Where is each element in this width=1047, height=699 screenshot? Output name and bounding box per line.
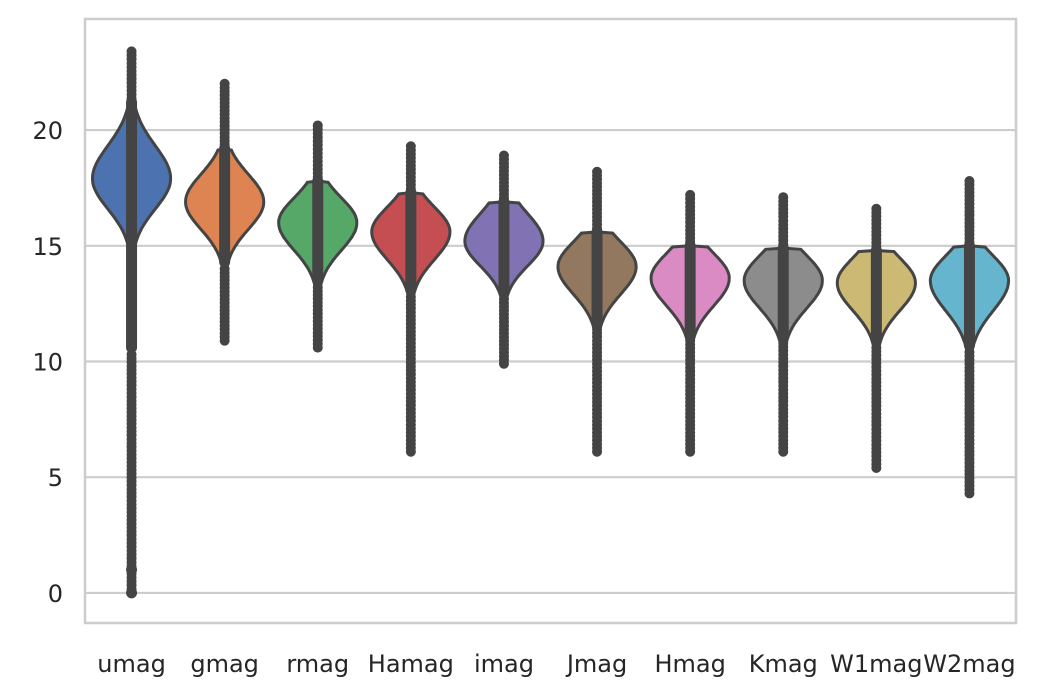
x-tick-label: Hmag bbox=[654, 650, 725, 678]
violin-point bbox=[312, 120, 323, 131]
y-tick-label: 5 bbox=[48, 464, 63, 492]
violin-point bbox=[778, 337, 789, 348]
x-tick-label: imag bbox=[474, 650, 534, 678]
violin-point bbox=[685, 189, 696, 200]
violins bbox=[90, 46, 1011, 599]
violin-point bbox=[498, 150, 509, 161]
violin-Hamag bbox=[370, 141, 452, 457]
violin-point bbox=[312, 282, 323, 293]
plot-frame bbox=[83, 17, 1018, 625]
violin-point bbox=[871, 203, 882, 214]
x-axis-ticks: umag gmag rmag Hamag imag Jmag Hmag Kmag W1mag W2… bbox=[97, 650, 1015, 678]
violin-Kmag bbox=[742, 192, 824, 457]
violin-point bbox=[405, 291, 416, 302]
gridlines bbox=[85, 128, 1016, 595]
violin-point bbox=[219, 263, 230, 274]
violin-point bbox=[778, 192, 789, 203]
violin-Hmag bbox=[649, 189, 731, 457]
violin-point bbox=[592, 324, 603, 335]
x-tick-label: W2mag bbox=[923, 650, 1015, 678]
violin-W2mag bbox=[928, 175, 1011, 499]
x-tick-label: W1mag bbox=[830, 650, 922, 678]
y-tick-label: 0 bbox=[48, 580, 63, 608]
violin-point bbox=[405, 141, 416, 152]
x-tick-label: Hamag bbox=[368, 650, 454, 678]
y-tick-label: 20 bbox=[32, 117, 63, 145]
x-tick-label: rmag bbox=[286, 650, 349, 678]
violin-point bbox=[126, 46, 137, 57]
violin-point bbox=[871, 342, 882, 353]
violin-point bbox=[219, 78, 230, 89]
violin-point bbox=[964, 175, 975, 186]
y-tick-label: 10 bbox=[32, 348, 63, 376]
violin-umag bbox=[90, 46, 173, 599]
violin-point bbox=[126, 349, 137, 360]
violin-point bbox=[498, 294, 509, 305]
x-tick-label: umag bbox=[97, 650, 166, 678]
violin-Jmag bbox=[556, 166, 638, 457]
violin-outlier bbox=[126, 587, 138, 599]
x-tick-label: gmag bbox=[190, 650, 259, 678]
violin-point bbox=[964, 347, 975, 358]
violin-point bbox=[592, 166, 603, 177]
y-tick-label: 15 bbox=[32, 233, 63, 261]
violin-point bbox=[685, 335, 696, 346]
violin-gmag bbox=[184, 78, 266, 346]
violin-rmag bbox=[277, 120, 359, 353]
x-tick-label: Jmag bbox=[565, 650, 627, 678]
y-axis-ticks: 0 5 10 15 20 bbox=[32, 117, 63, 608]
violin-imag bbox=[463, 150, 545, 369]
violin-outlier bbox=[126, 564, 138, 576]
violin-W1mag bbox=[835, 203, 917, 473]
x-tick-label: Kmag bbox=[749, 650, 818, 678]
